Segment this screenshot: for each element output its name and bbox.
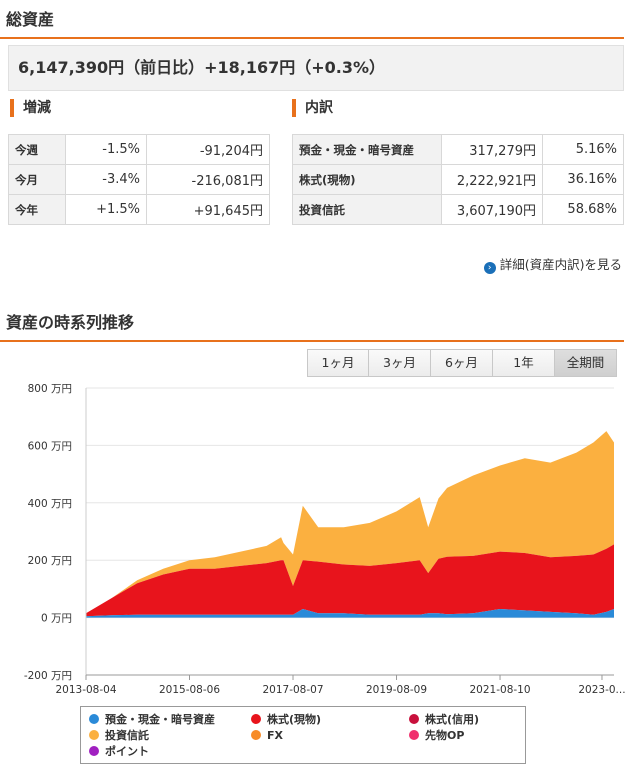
y-tick-label: 600 万円 xyxy=(28,440,72,452)
area-series xyxy=(86,544,614,617)
change-row-pct: -1.5% xyxy=(65,134,147,165)
area-series xyxy=(86,431,614,614)
breakdown-row-pct: 58.68% xyxy=(542,194,624,225)
legend-dot-icon xyxy=(89,714,99,724)
breakdown-table: 預金・現金・暗号資産 317,279円 5.16% 株式(現物) 2,222,921円 3… xyxy=(292,134,624,225)
legend-label: 株式(信用) xyxy=(425,713,480,726)
range-button-group: 1ヶ月 3ヶ月 6ヶ月 1年 全期間 xyxy=(307,349,617,377)
asset-detail-link[interactable]: › 詳細(資産内訳)を見る xyxy=(483,254,622,274)
y-tick-label: -200 万円 xyxy=(24,670,72,682)
legend-label: ポイント xyxy=(105,745,149,758)
breakdown-row-label: 預金・現金・暗号資産 xyxy=(292,134,442,165)
y-tick-label: 400 万円 xyxy=(28,498,72,510)
total-assets-heading: 総資産 xyxy=(0,6,624,39)
legend-item[interactable]: 株式(現物) xyxy=(251,713,321,727)
legend-item[interactable]: FX xyxy=(251,729,283,743)
breakdown-row-label: 投資信託 xyxy=(292,194,442,225)
breakdown-row: 預金・現金・暗号資産 317,279円 5.16% xyxy=(292,134,624,165)
asset-timeseries-chart: 800 万円 600 万円 400 万円 200 万円 0 万円 -200 万円 2013-… xyxy=(24,383,626,696)
legend-item[interactable]: 預金・現金・暗号資産 xyxy=(89,713,215,727)
x-tick-label: 2013-08-04 xyxy=(55,684,116,696)
legend-dot-icon xyxy=(89,746,99,756)
x-tick-label: 2017-08-07 xyxy=(262,684,323,696)
legend-dot-icon xyxy=(409,714,419,724)
range-button-1[interactable]: 3ヶ月 xyxy=(368,349,431,377)
legend-item[interactable]: ポイント xyxy=(89,745,149,759)
chart-legend: 預金・現金・暗号資産 株式(現物) 株式(信用) 投資信託 FX 先物OP ポイント xyxy=(80,706,526,764)
breakdown-row-amount: 317,279円 xyxy=(441,134,543,165)
breakdown-row-amount: 3,607,190円 xyxy=(441,194,543,225)
y-tick-label: 800 万円 xyxy=(28,383,72,395)
x-tick-label: 2021-08-10 xyxy=(470,684,531,696)
change-row-amount: +91,645円 xyxy=(146,194,270,225)
arrow-right-circle-icon: › xyxy=(483,262,496,274)
legend-item[interactable]: 先物OP xyxy=(409,729,464,743)
legend-dot-icon xyxy=(251,730,261,740)
range-button-4[interactable]: 全期間 xyxy=(554,349,617,377)
timeseries-heading: 資産の時系列推移 xyxy=(0,309,624,342)
legend-label: 先物OP xyxy=(425,729,465,742)
breakdown-row-label: 株式(現物) xyxy=(292,164,442,195)
legend-dot-icon xyxy=(251,714,261,724)
asset-detail-link-label: 詳細(資産内訳)を見る xyxy=(499,257,622,272)
x-tick-label: 2019-08-09 xyxy=(366,684,427,696)
x-tick-label: 2023-0... xyxy=(578,684,625,696)
legend-label: FX xyxy=(267,729,283,742)
breakdown-row: 投資信託 3,607,190円 58.68% xyxy=(292,194,624,225)
breakdown-heading: 内訳 xyxy=(292,99,333,117)
range-button-2[interactable]: 6ヶ月 xyxy=(430,349,493,377)
x-tick-label: 2015-08-06 xyxy=(159,684,220,696)
change-row-amount: -91,204円 xyxy=(146,134,270,165)
total-assets-summary: 6,147,390円（前日比）+18,167円（+0.3%） xyxy=(8,45,624,91)
legend-dot-icon xyxy=(409,730,419,740)
legend-label: 株式(現物) xyxy=(267,713,322,726)
legend-dot-icon xyxy=(89,730,99,740)
change-table: 今週 -1.5% -91,204円 今月 -3.4% -216,081円 今年 +1.5% +9… xyxy=(8,134,270,225)
breakdown-row: 株式(現物) 2,222,921円 36.16% xyxy=(292,164,624,195)
y-tick-label: 200 万円 xyxy=(28,555,72,567)
area-series xyxy=(86,609,614,618)
breakdown-row-amount: 2,222,921円 xyxy=(441,164,543,195)
legend-label: 投資信託 xyxy=(105,729,149,742)
change-heading: 増減 xyxy=(10,99,51,117)
change-row: 今年 +1.5% +91,645円 xyxy=(8,194,270,225)
breakdown-row-pct: 5.16% xyxy=(542,134,624,165)
legend-item[interactable]: 株式(信用) xyxy=(409,713,479,727)
legend-item[interactable]: 投資信託 xyxy=(89,729,149,743)
y-tick-label: 0 万円 xyxy=(41,613,72,625)
change-row-label: 今月 xyxy=(8,164,66,195)
change-row-pct: +1.5% xyxy=(65,194,147,225)
change-row-label: 今年 xyxy=(8,194,66,225)
legend-label: 預金・現金・暗号資産 xyxy=(105,713,215,726)
